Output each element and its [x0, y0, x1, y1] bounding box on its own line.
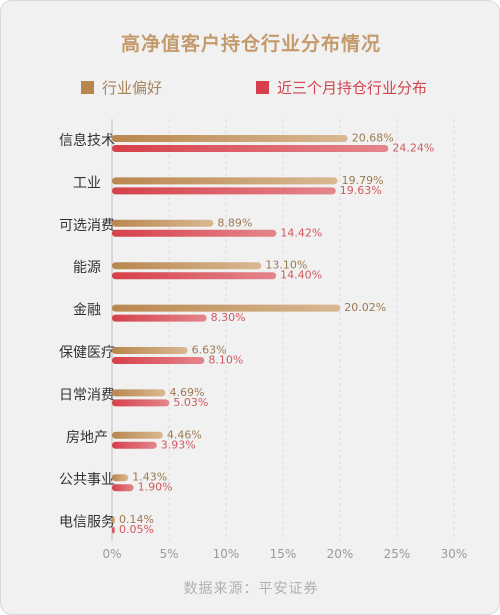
data-source: 数据来源：平安证券 [183, 581, 319, 597]
bar-series-0 [112, 516, 115, 524]
x-tick-label: 5% [159, 547, 178, 561]
data-label-series-1: 24.24% [392, 142, 434, 155]
bar-series-0 [112, 262, 262, 270]
data-label-series-0: 20.68% [352, 132, 394, 145]
bar-series-0 [112, 304, 341, 312]
bar-series-0 [112, 177, 338, 185]
data-label-series-1: 5.03% [173, 396, 208, 409]
category-label: 日常消费 [59, 387, 115, 403]
chart-legend: 行业偏好 近三个月持仓行业分布 [81, 77, 499, 97]
category-label: 可选消费 [59, 218, 115, 234]
category-label: 房地产 [66, 430, 108, 446]
data-label-series-0: 8.89% [217, 216, 252, 229]
data-label-series-0: 4.69% [169, 386, 204, 399]
legend-item-recent: 近三个月持仓行业分布 [256, 77, 427, 97]
bar-series-0 [112, 389, 166, 397]
data-label-series-0: 0.14% [119, 513, 154, 526]
bar-series-1 [112, 145, 389, 152]
data-label-series-0: 20.02% [344, 301, 386, 314]
bar-series-1 [112, 229, 277, 237]
bar-series-1 [112, 526, 115, 534]
bar-series-0 [112, 219, 214, 227]
bar-series-1 [112, 484, 134, 492]
data-label-series-1: 19.63% [340, 184, 382, 197]
x-tick-label: 15% [270, 547, 297, 561]
bar-series-1 [112, 399, 170, 407]
bar-series-1 [112, 272, 277, 280]
x-tick-label: 0% [102, 547, 121, 561]
data-label-series-1: 8.10% [208, 354, 243, 367]
category-label: 能源 [73, 260, 101, 276]
bar-series-0 [112, 135, 348, 142]
bar-series-0 [112, 431, 163, 439]
data-label-series-1: 14.40% [280, 269, 322, 282]
category-label: 信息技术 [59, 132, 115, 149]
category-label: 工业 [73, 175, 101, 191]
legend-item-preference: 行业偏好 [81, 77, 162, 97]
data-label-series-1: 3.93% [161, 438, 196, 451]
data-label-series-1: 1.90% [138, 481, 173, 494]
chart-title: 高净值客户持仓行业分布情况 [120, 33, 381, 55]
bar-series-0 [112, 474, 129, 482]
category-label: 电信服务 [59, 515, 115, 531]
x-tick-label: 25% [384, 547, 411, 561]
x-tick-label: 20% [327, 547, 354, 561]
bar-series-1 [112, 441, 157, 449]
legend-label-recent: 近三个月持仓行业分布 [277, 78, 428, 97]
data-label-series-1: 8.30% [211, 311, 246, 324]
x-tick-label: 30% [441, 547, 468, 561]
data-label-series-0: 4.46% [167, 428, 202, 441]
data-label-series-1: 0.05% [119, 523, 154, 536]
data-label-series-0: 19.79% [342, 174, 384, 187]
data-label-series-0: 1.43% [132, 471, 167, 484]
bar-series-1 [112, 314, 207, 322]
legend-swatch-recent [256, 80, 269, 94]
bar-series-0 [112, 347, 188, 354]
bar-series-1 [112, 187, 336, 195]
data-label-series-0: 13.10% [265, 259, 307, 272]
legend-label-preference: 行业偏好 [102, 78, 163, 97]
data-label-series-0: 6.63% [192, 344, 227, 357]
data-label-series-1: 14.42% [280, 226, 322, 239]
x-tick-label: 10% [213, 547, 240, 561]
category-label: 保健医疗 [59, 345, 115, 361]
bar-series-1 [112, 357, 205, 364]
category-label: 金融 [73, 303, 101, 319]
legend-swatch-preference [81, 80, 94, 94]
category-label: 公共事业 [59, 472, 115, 488]
